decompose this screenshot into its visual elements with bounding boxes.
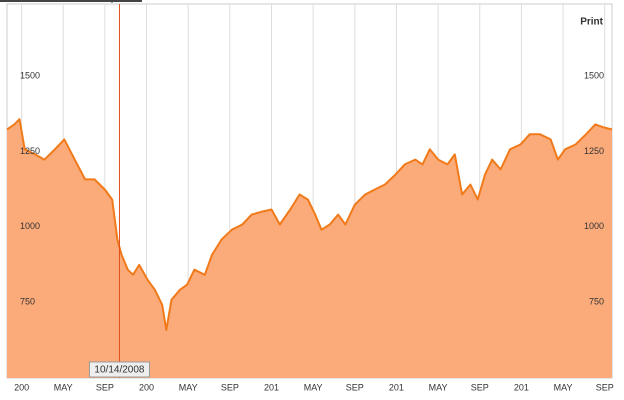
x-tick-label: MAY	[554, 382, 573, 392]
x-tick-label: MAY	[304, 382, 323, 392]
x-tick-label: SEP	[596, 382, 614, 392]
area	[7, 119, 612, 378]
y-tick-label: 1000	[20, 221, 40, 231]
y-tick-label: 750	[589, 296, 604, 306]
date-label: 10/14/2008	[94, 365, 144, 376]
y-tick-label: 1500	[20, 71, 40, 81]
x-tick-label: SEP	[471, 382, 489, 392]
x-tick-label: SEP	[346, 382, 364, 392]
x-tick-label: 200	[139, 382, 154, 392]
y-tick-label: 750	[20, 296, 35, 306]
y-tick-label: 1000	[584, 221, 604, 231]
x-tick-label: 201	[389, 382, 404, 392]
x-tick-label: SEP	[221, 382, 239, 392]
x-tick-label: MAY	[179, 382, 198, 392]
x-tick-label: MAY	[429, 382, 448, 392]
line	[6, 118, 613, 331]
x-tick-label: MAY	[54, 382, 73, 392]
x-tick-label: 200	[14, 382, 29, 392]
y-tick-label: 1250	[20, 146, 40, 156]
y-tick-label: 1500	[584, 71, 604, 81]
x-tick-label: 201	[264, 382, 279, 392]
x-tick-label: 201	[514, 382, 529, 392]
y-tick-label: 1250	[584, 146, 604, 156]
date-label-box	[88, 361, 150, 378]
x-tick-label: SEP	[96, 382, 114, 392]
print-button[interactable]: Print	[580, 17, 603, 28]
